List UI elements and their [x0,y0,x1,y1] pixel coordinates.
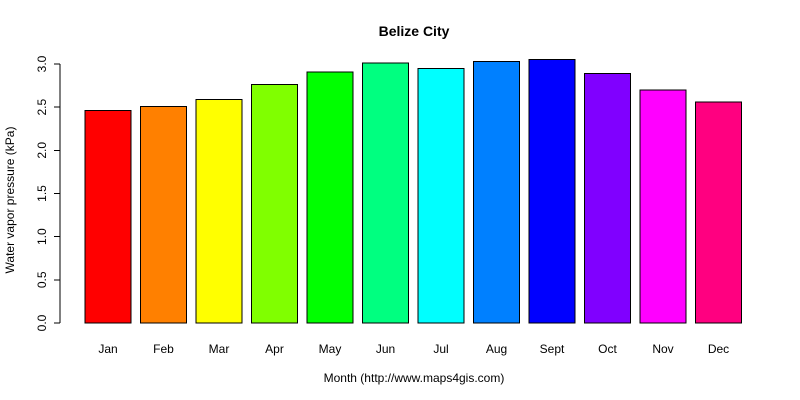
bar-feb [140,105,187,324]
x-tick-labels: Jan Feb Mar Apr May Jun Jul Aug Sept Oct Nov Dec [98,342,729,356]
x-axis-label: Month (http://www.maps4gis.com) [324,371,505,385]
bar-sept [528,59,576,324]
bar-dec [695,101,742,324]
y-tick-label: 0.0 [35,314,49,331]
x-tick-label-may: May [319,342,342,356]
x-tick-label-feb: Feb [153,342,174,356]
bar-apr [251,84,298,324]
bar-series [84,59,742,324]
bar-nov [639,89,687,324]
y-tick-label: 1.5 [35,185,49,202]
x-tick-label-jun: Jun [376,342,395,356]
y-tick-label: 1.0 [35,228,49,245]
y-axis: 0.0 0.5 1.0 1.5 2.0 2.5 3.0 [35,55,61,331]
x-tick-label-apr: Apr [265,342,284,356]
x-tick-label-jul: Jul [433,342,448,356]
y-tick-label: 3.0 [35,55,49,72]
bar-may [306,71,354,324]
x-tick-label-dec: Dec [708,342,729,356]
bar-jul [417,67,465,324]
bar-oct [584,73,631,324]
x-tick-label-sept: Sept [540,342,565,356]
bar-mar [195,98,243,324]
x-tick-label-oct: Oct [598,342,617,356]
y-axis-label: Water vapor pressure (kPa) [3,127,17,274]
x-tick-label-aug: Aug [486,342,507,356]
y-tick-label: 2.0 [35,142,49,159]
bar-aug [473,60,520,324]
bar-jan [84,110,132,324]
y-tick-label: 0.5 [35,271,49,288]
x-tick-label-mar: Mar [209,342,230,356]
x-tick-label-jan: Jan [98,342,117,356]
chart-title: Belize City [379,23,450,39]
y-tick-label: 2.5 [35,99,49,116]
bar-jun [362,62,409,324]
x-tick-label-nov: Nov [652,342,673,356]
